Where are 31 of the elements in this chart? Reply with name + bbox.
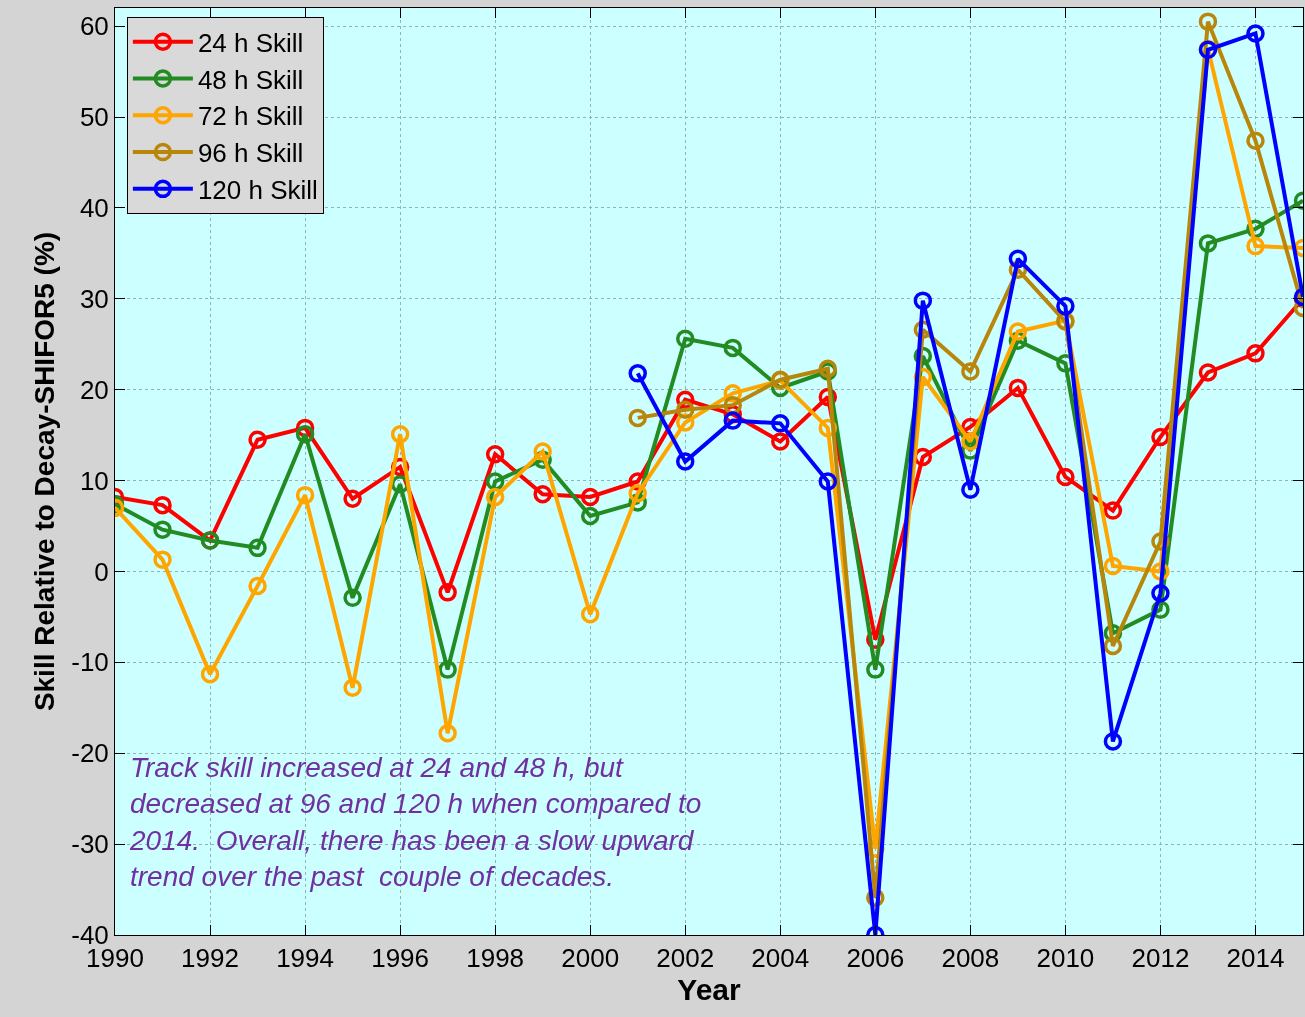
legend-label: 24 h Skill bbox=[197, 27, 304, 58]
legend-label: 120 h Skill bbox=[197, 175, 318, 206]
y-tick-label: 40 bbox=[79, 193, 109, 224]
legend-label: 96 h Skill bbox=[197, 138, 304, 169]
y-tick-label: 30 bbox=[79, 283, 109, 314]
legend-label: 48 h Skill bbox=[197, 64, 304, 95]
y-tick-label: 20 bbox=[79, 374, 109, 405]
x-tick-label: 2002 bbox=[656, 943, 715, 974]
x-tick-label: 1996 bbox=[371, 943, 430, 974]
annotation: Track skill increased at 24 and 48 h, but decreased at 96 and 120 h when compared to 2014. Overall, there has been a slow upward trend over the past couple of decades. bbox=[129, 752, 702, 893]
x-tick-label: 2012 bbox=[1131, 943, 1190, 974]
x-tick-label: 1998 bbox=[466, 943, 525, 974]
x-axis-title: Year bbox=[677, 973, 742, 1007]
y-tick-label: 0 bbox=[94, 556, 109, 587]
x-tick-label: 1990 bbox=[86, 943, 144, 974]
y-tick-label: -10 bbox=[71, 647, 109, 678]
y-tick-label: 50 bbox=[79, 102, 109, 133]
x-tick-label: 2014 bbox=[1226, 943, 1285, 974]
y-tick-label: 60 bbox=[79, 11, 109, 42]
y-tick-label: 10 bbox=[79, 465, 109, 496]
y-tick-label: -30 bbox=[71, 829, 109, 860]
x-tick-label: 1992 bbox=[181, 943, 239, 974]
x-tick-label: 1994 bbox=[276, 943, 334, 974]
y-axis-title: Skill Relative to Decay-SHIFOR5 (%) bbox=[28, 231, 60, 712]
x-tick-label: 2010 bbox=[1036, 943, 1095, 974]
x-tick-label: 2004 bbox=[751, 943, 810, 974]
y-tick-label: -20 bbox=[71, 738, 109, 769]
x-tick-label: 2008 bbox=[941, 943, 1000, 974]
legend-label: 72 h Skill bbox=[197, 101, 304, 132]
x-tick-label: 2000 bbox=[561, 943, 620, 974]
x-tick-label: 2006 bbox=[846, 943, 905, 974]
